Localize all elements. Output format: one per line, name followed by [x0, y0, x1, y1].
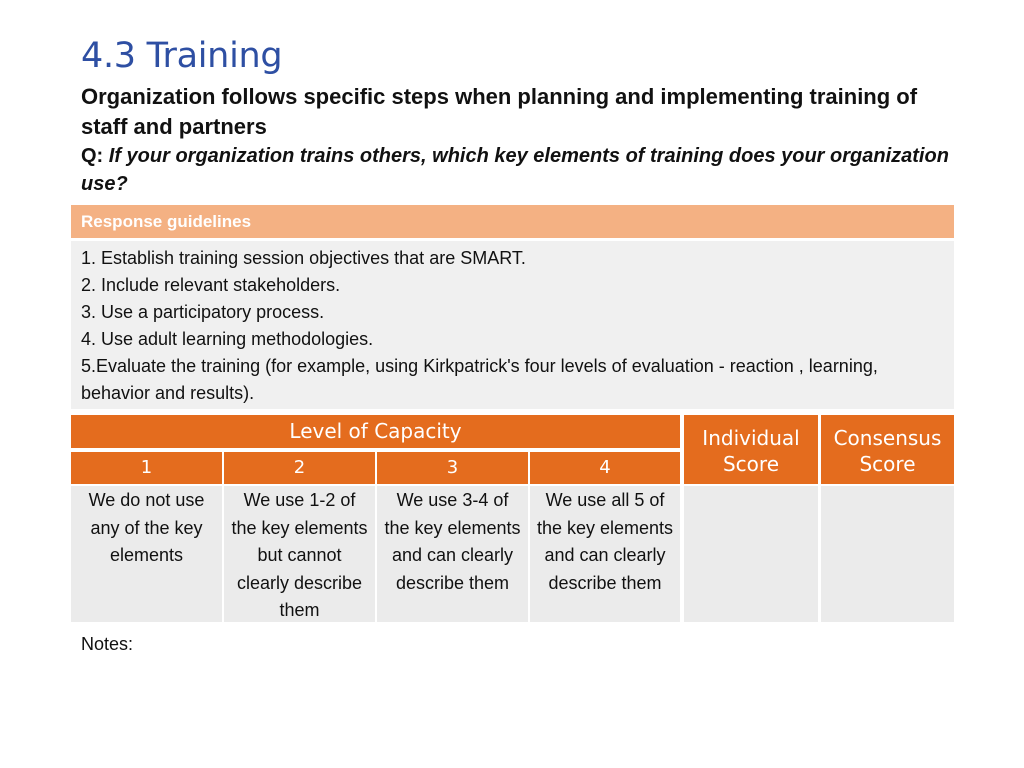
- individual-score-header: Individual Score: [684, 415, 818, 484]
- level-4-description: We use all 5 of the key elements and can…: [530, 486, 680, 622]
- page-title: 4.3 Training: [81, 36, 283, 76]
- notes-label: Notes:: [81, 634, 134, 654]
- level-of-capacity-header: Level of Capacity: [71, 415, 680, 448]
- level-1-number: 1: [71, 452, 222, 484]
- guideline-item: 3. Use a participatory process.: [81, 302, 325, 322]
- level-2-number: 2: [224, 452, 375, 484]
- question: Q: If your organization trains others, w…: [81, 142, 961, 198]
- question-text: If your organization trains others, whic…: [81, 145, 949, 195]
- guideline-item: 2. Include relevant stakeholders.: [81, 275, 341, 295]
- guidelines-body: 1. Establish training session objectives…: [71, 241, 954, 409]
- individual-score-input[interactable]: [684, 486, 818, 622]
- page-subtitle: Organization follows specific steps when…: [81, 84, 918, 139]
- level-1-description: We do not use any of the key elements: [71, 486, 222, 622]
- consensus-score-header: Consensus Score: [821, 415, 954, 484]
- guideline-item: 4. Use adult learning methodologies.: [81, 329, 374, 349]
- guideline-item: 5.Evaluate the training (for example, us…: [81, 356, 878, 403]
- guideline-item: 1. Establish training session objectives…: [81, 248, 526, 268]
- level-3-description: We use 3-4 of the key elements and can c…: [377, 486, 528, 622]
- level-3-number: 3: [377, 452, 528, 484]
- consensus-score-input[interactable]: [821, 486, 954, 622]
- level-2-description: We use 1-2 of the key elements but canno…: [224, 486, 375, 622]
- question-prefix: Q:: [81, 145, 104, 167]
- guidelines-header: Response guidelines: [71, 205, 954, 238]
- level-4-number: 4: [530, 452, 680, 484]
